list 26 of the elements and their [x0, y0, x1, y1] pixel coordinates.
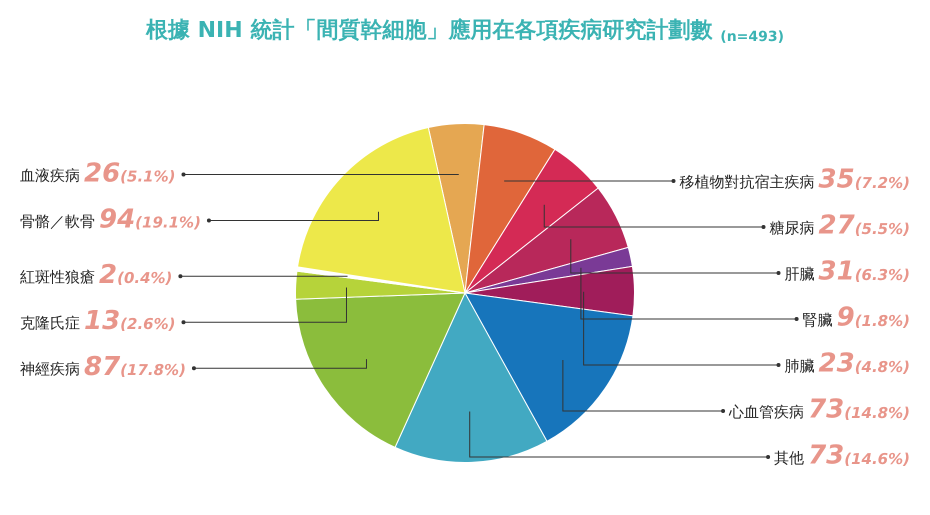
- data-label: 94(19.1%): [99, 204, 201, 234]
- data-label: 2(0.4%): [99, 260, 172, 290]
- data-label: 35(7.2%): [818, 164, 910, 195]
- data-label: 31(6.3%): [818, 256, 910, 287]
- data-label: 26(5.1%): [84, 158, 176, 188]
- slice-label: 骨骼／軟骨: [20, 212, 95, 230]
- slice-label: 紅斑性狼瘡: [20, 268, 95, 286]
- data-label: 87(17.8%): [84, 352, 186, 382]
- slice-label: 其他: [774, 448, 804, 467]
- slice-label: 血液疾病: [20, 166, 80, 184]
- data-label: 13(2.6%): [84, 306, 176, 336]
- slice-label: 腎臟: [802, 310, 833, 329]
- data-label: 9(1.8%): [836, 302, 910, 333]
- slice-label: 肝臟: [784, 264, 815, 283]
- chart-subtitle: (n=493): [720, 29, 784, 45]
- data-label: 73(14.6%): [808, 440, 910, 471]
- slice-label: 糖尿病: [770, 218, 815, 237]
- slice-label: 神經疾病: [20, 360, 80, 378]
- data-label: 27(5.5%): [818, 210, 910, 241]
- slice-label: 心血管疾病: [728, 402, 804, 421]
- slice-label: 克隆氏症: [20, 314, 80, 332]
- slice-label: 肺臟: [784, 356, 815, 375]
- chart-title: 根據 NIH 統計「間質幹細胞」應用在各項疾病研究計劃數: [146, 17, 712, 45]
- slice-label: 移植物對抗宿主疾病: [680, 172, 815, 191]
- data-label: 73(14.8%): [808, 394, 910, 425]
- data-label: 23(4.8%): [818, 348, 910, 379]
